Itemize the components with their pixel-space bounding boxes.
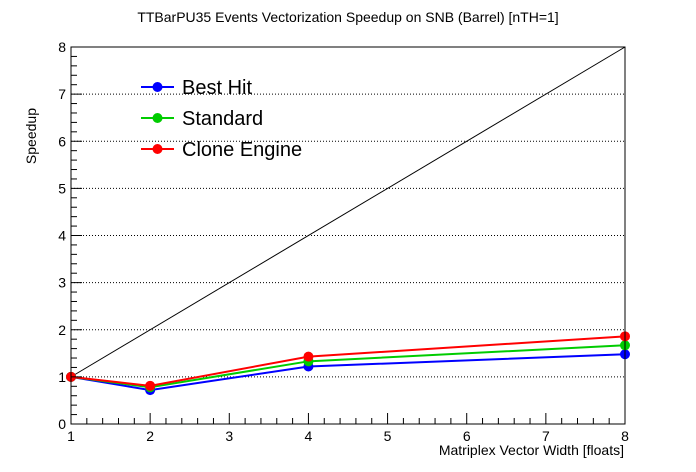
y-tick-label: 7 bbox=[58, 86, 66, 102]
data-point-clone-engine bbox=[303, 351, 314, 362]
legend-marker-standard bbox=[152, 113, 163, 123]
y-tick-label: 4 bbox=[58, 228, 66, 244]
series-line-standard bbox=[70, 344, 626, 389]
x-tick-label: 3 bbox=[225, 428, 233, 444]
y-axis-label: Speedup bbox=[23, 108, 39, 164]
y-tick-label: 3 bbox=[58, 275, 66, 291]
y-tick-label: 0 bbox=[58, 416, 66, 432]
series-line-clone-engine bbox=[70, 335, 626, 387]
legend-marker-clone-engine bbox=[152, 144, 163, 154]
grid-lines bbox=[71, 93, 625, 378]
y-tick-label: 6 bbox=[58, 133, 66, 149]
x-tick-label: 8 bbox=[621, 428, 629, 444]
legend-label-best-hit: Best Hit bbox=[182, 77, 252, 99]
y-tick-label: 2 bbox=[58, 322, 66, 338]
series-group bbox=[66, 331, 630, 396]
y-tick-label: 5 bbox=[58, 180, 66, 196]
data-point-clone-engine bbox=[145, 380, 156, 391]
x-tick-label: 6 bbox=[463, 428, 471, 444]
legend: Best Hit Standard Clone Engine bbox=[141, 77, 302, 161]
x-tick-label: 2 bbox=[146, 428, 154, 444]
ideal-speedup-line bbox=[70, 46, 626, 378]
y-tick-label: 1 bbox=[58, 369, 66, 385]
x-tick-label: 1 bbox=[67, 428, 75, 444]
legend-label-standard: Standard bbox=[182, 108, 263, 130]
series-line-best-hit bbox=[70, 353, 626, 392]
chart-title: TTBarPU35 Events Vectorization Speedup o… bbox=[137, 9, 558, 25]
legend-marker-best-hit bbox=[152, 82, 163, 92]
x-tick-label: 5 bbox=[384, 428, 392, 444]
x-tick-label: 4 bbox=[305, 428, 313, 444]
legend-label-clone-engine: Clone Engine bbox=[182, 139, 302, 161]
x-tick-label: 7 bbox=[542, 428, 550, 444]
x-axis-label: Matriplex Vector Width [floats] bbox=[439, 442, 624, 458]
y-tick-label: 8 bbox=[58, 39, 66, 55]
